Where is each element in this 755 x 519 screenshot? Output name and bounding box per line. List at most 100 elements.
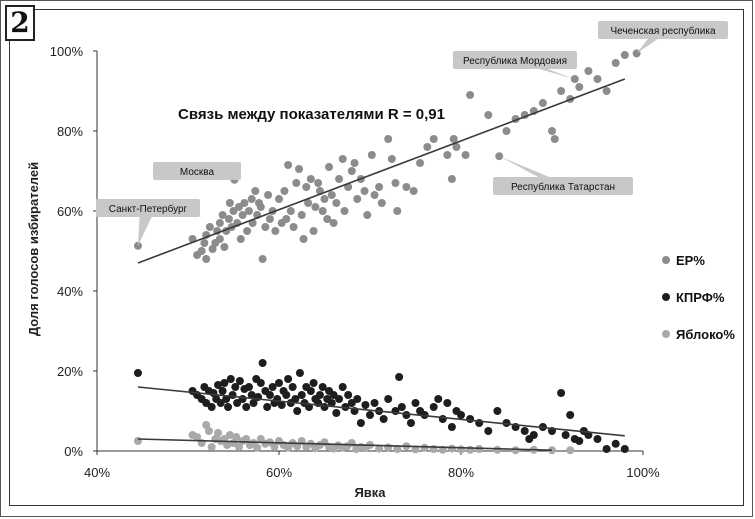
data-point bbox=[309, 227, 318, 235]
callout-label: Республика Татарстан bbox=[511, 181, 615, 193]
data-point bbox=[236, 235, 245, 243]
data-point bbox=[335, 395, 344, 403]
legend-label: Яблоко% bbox=[676, 327, 735, 342]
data-point bbox=[461, 151, 470, 159]
data-point bbox=[434, 395, 443, 403]
data-point bbox=[205, 223, 214, 231]
data-point bbox=[304, 199, 313, 207]
data-point bbox=[493, 407, 502, 415]
data-point bbox=[258, 255, 267, 263]
data-point bbox=[265, 215, 274, 223]
data-point bbox=[429, 403, 438, 411]
data-point bbox=[566, 446, 575, 455]
data-point bbox=[286, 207, 295, 215]
x-tick-label: 60% bbox=[266, 465, 292, 480]
data-point bbox=[318, 207, 327, 215]
data-point bbox=[611, 59, 620, 67]
data-point bbox=[323, 215, 332, 223]
data-point bbox=[493, 445, 502, 454]
data-point bbox=[243, 227, 252, 235]
data-point bbox=[557, 87, 566, 95]
data-point bbox=[356, 419, 365, 427]
callout-москва: Москва bbox=[153, 162, 241, 180]
data-point bbox=[289, 223, 298, 231]
data-point bbox=[320, 403, 329, 411]
data-point bbox=[502, 419, 511, 427]
data-point bbox=[318, 383, 327, 391]
data-point bbox=[215, 219, 224, 227]
data-point bbox=[353, 395, 362, 403]
data-point bbox=[457, 411, 465, 419]
data-point bbox=[277, 401, 286, 409]
data-point bbox=[242, 403, 251, 411]
data-point bbox=[443, 151, 452, 159]
data-point bbox=[293, 442, 302, 451]
data-point bbox=[284, 375, 293, 383]
legend-item-яблоко-: Яблоко% bbox=[662, 327, 735, 342]
data-point bbox=[466, 445, 475, 454]
data-point bbox=[265, 391, 274, 399]
data-point bbox=[375, 183, 384, 191]
data-point bbox=[402, 411, 411, 419]
data-point bbox=[222, 395, 231, 403]
data-point bbox=[393, 207, 402, 215]
data-point bbox=[538, 99, 547, 107]
data-point bbox=[353, 195, 362, 203]
callout-label: Москва bbox=[180, 167, 215, 178]
data-point bbox=[315, 391, 324, 399]
data-point bbox=[218, 387, 227, 395]
data-point bbox=[602, 87, 611, 95]
data-point bbox=[223, 441, 232, 449]
callout-box bbox=[598, 21, 728, 39]
data-point bbox=[611, 439, 620, 448]
data-point bbox=[379, 415, 388, 423]
data-point bbox=[395, 373, 404, 381]
data-point bbox=[256, 379, 265, 387]
y-tick-label: 20% bbox=[57, 364, 83, 379]
data-point bbox=[282, 215, 291, 223]
data-point bbox=[367, 151, 376, 159]
legend-label: КПРФ% bbox=[676, 290, 725, 305]
data-point bbox=[200, 239, 209, 247]
data-point bbox=[350, 159, 359, 167]
trend-line bbox=[137, 78, 626, 264]
data-point bbox=[240, 199, 249, 207]
correlation-annotation: Связь между показателями R = 0,91 bbox=[178, 106, 445, 123]
data-point bbox=[575, 83, 584, 91]
data-point bbox=[225, 199, 234, 207]
legend-swatch bbox=[662, 330, 670, 338]
data-point bbox=[244, 383, 253, 391]
legend-swatch bbox=[662, 293, 670, 301]
data-point bbox=[411, 399, 420, 407]
data-point bbox=[275, 379, 283, 387]
data-point bbox=[327, 399, 336, 407]
callout-label: Санкт-Петербург bbox=[109, 203, 188, 215]
data-point bbox=[249, 399, 258, 407]
data-point bbox=[244, 207, 253, 215]
series-кпрф- bbox=[133, 359, 629, 453]
data-point bbox=[251, 187, 260, 195]
data-point bbox=[566, 411, 575, 419]
legend-swatch bbox=[662, 256, 670, 264]
legend-label: ЕР% bbox=[676, 253, 705, 268]
data-point bbox=[466, 91, 475, 99]
data-point bbox=[295, 369, 304, 377]
data-point bbox=[484, 427, 493, 435]
data-point bbox=[311, 203, 320, 211]
callout-box bbox=[96, 199, 200, 217]
data-point bbox=[502, 127, 511, 135]
callout-label: Республика Мордовия bbox=[463, 55, 567, 67]
data-point bbox=[207, 443, 216, 451]
data-point bbox=[363, 211, 372, 219]
data-point bbox=[550, 135, 559, 143]
x-tick-label: 100% bbox=[626, 465, 660, 480]
y-tick-label: 60% bbox=[57, 204, 83, 219]
data-point bbox=[293, 407, 302, 415]
data-point bbox=[335, 175, 344, 183]
figure-number-badge: 2 bbox=[5, 5, 35, 41]
data-point bbox=[224, 215, 233, 223]
data-point bbox=[263, 403, 272, 411]
data-point bbox=[511, 446, 520, 455]
series-ер- bbox=[133, 49, 641, 264]
y-axis-title: Доля голосов избирателей bbox=[26, 162, 41, 336]
